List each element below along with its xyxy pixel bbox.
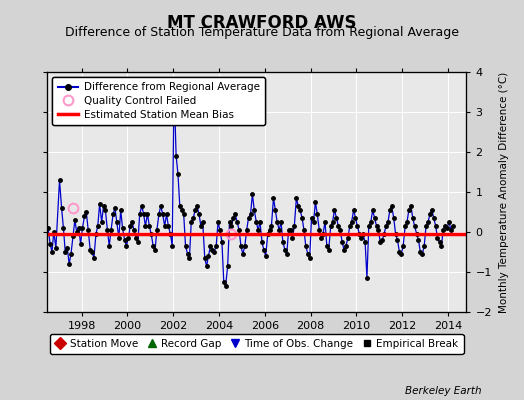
Legend: Difference from Regional Average, Quality Control Failed, Estimated Station Mean: Difference from Regional Average, Qualit…: [52, 77, 265, 125]
Legend: Station Move, Record Gap, Time of Obs. Change, Empirical Break: Station Move, Record Gap, Time of Obs. C…: [50, 334, 464, 354]
Text: Difference of Station Temperature Data from Regional Average: Difference of Station Temperature Data f…: [65, 26, 459, 39]
Y-axis label: Monthly Temperature Anomaly Difference (°C): Monthly Temperature Anomaly Difference (…: [499, 71, 509, 313]
Text: MT CRAWFORD AWS: MT CRAWFORD AWS: [167, 14, 357, 32]
Text: Berkeley Earth: Berkeley Earth: [406, 386, 482, 396]
